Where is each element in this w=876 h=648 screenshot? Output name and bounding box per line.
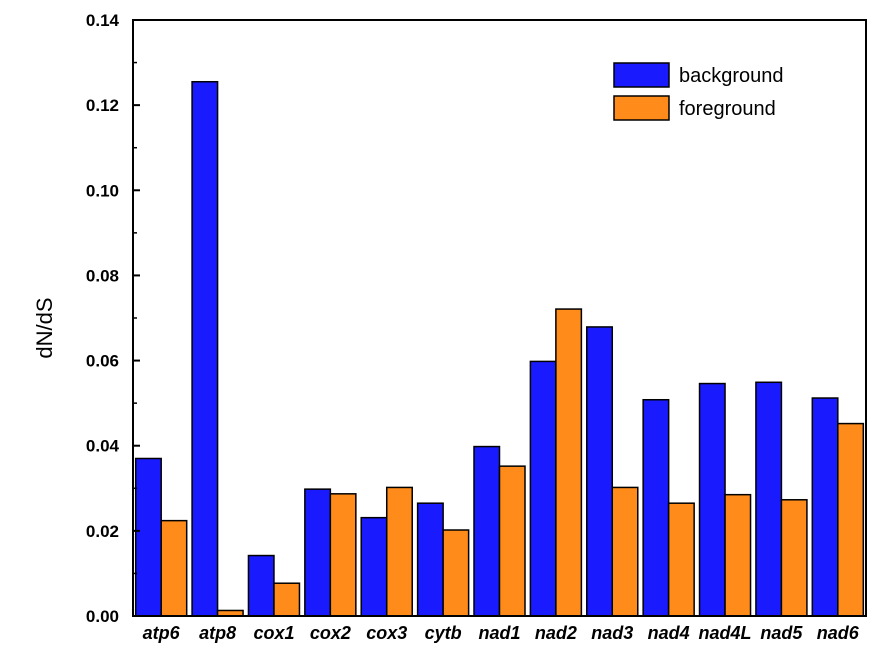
y-tick-label: 0.00 bbox=[86, 607, 119, 626]
bar-background-nad3 bbox=[586, 326, 614, 617]
bar-background-nad1 bbox=[473, 445, 501, 617]
bar-foreground-nad1 bbox=[498, 465, 526, 617]
x-tick-label-nad4: nad4 bbox=[648, 623, 690, 643]
axes bbox=[132, 19, 867, 617]
bar-background-nad4L bbox=[698, 382, 726, 617]
bar-foreground-cox3 bbox=[385, 486, 413, 617]
bar-background-cox2 bbox=[304, 488, 332, 617]
bar-background-cox1 bbox=[247, 554, 275, 617]
bar-foreground-nad3 bbox=[611, 486, 639, 617]
x-tick-label-nad5: nad5 bbox=[760, 623, 803, 643]
legend-swatch-foreground bbox=[613, 95, 670, 121]
bar-background-cox3 bbox=[360, 516, 388, 617]
x-tick-label-cytb: cytb bbox=[425, 623, 462, 643]
x-tick-label-nad6: nad6 bbox=[817, 623, 860, 643]
y-tick-label: 0.14 bbox=[86, 11, 120, 30]
bar-foreground-cox2 bbox=[329, 493, 357, 617]
legend-label-foreground: foreground bbox=[679, 98, 776, 120]
x-tick-label-atp8: atp8 bbox=[199, 623, 236, 643]
bar-background-cytb bbox=[416, 502, 444, 617]
bar-background-nad2 bbox=[529, 360, 557, 617]
bar-background-atp6 bbox=[134, 457, 162, 617]
y-tick-label: 0.02 bbox=[86, 522, 119, 541]
bar-foreground-nad2 bbox=[555, 308, 583, 617]
y-tick-label: 0.06 bbox=[86, 352, 119, 371]
y-tick-label: 0.04 bbox=[86, 437, 120, 456]
bar-foreground-nad6 bbox=[837, 422, 865, 617]
x-tick-label-nad4L: nad4L bbox=[699, 623, 752, 643]
bar-background-nad5 bbox=[755, 381, 783, 617]
bar-background-atp8 bbox=[191, 80, 219, 617]
x-tick-label-cox1: cox1 bbox=[253, 623, 294, 643]
bar-background-nad6 bbox=[811, 397, 839, 617]
bars bbox=[134, 80, 865, 617]
bar-foreground-nad5 bbox=[780, 499, 808, 617]
x-tick-label-cox2: cox2 bbox=[310, 623, 351, 643]
legend: background foreground bbox=[613, 62, 784, 121]
legend-swatch-background bbox=[613, 62, 670, 88]
bar-foreground-cytb bbox=[442, 529, 470, 617]
bar-background-nad4 bbox=[642, 398, 670, 617]
x-tick-label-nad3: nad3 bbox=[591, 623, 633, 643]
bar-foreground-atp6 bbox=[160, 519, 188, 617]
y-tick-label: 0.10 bbox=[86, 181, 119, 200]
bar-foreground-cox1 bbox=[273, 582, 301, 617]
bar-foreground-nad4L bbox=[724, 493, 752, 617]
x-tick-label-cox3: cox3 bbox=[366, 623, 407, 643]
y-tick-label: 0.12 bbox=[86, 96, 119, 115]
y-axis-title: dN/dS bbox=[32, 297, 57, 358]
tick-labels: atp6 atp8 cox1 cox2 cox3 cytb nad1 nad2 nad3 nad4… bbox=[86, 11, 860, 643]
legend-label-background: background bbox=[679, 65, 784, 87]
x-tick-label-nad1: nad1 bbox=[478, 623, 520, 643]
bar-foreground-nad4 bbox=[667, 502, 695, 617]
x-tick-label-atp6: atp6 bbox=[143, 623, 181, 643]
y-tick-label: 0.08 bbox=[86, 266, 119, 285]
x-tick-label-nad2: nad2 bbox=[535, 623, 577, 643]
